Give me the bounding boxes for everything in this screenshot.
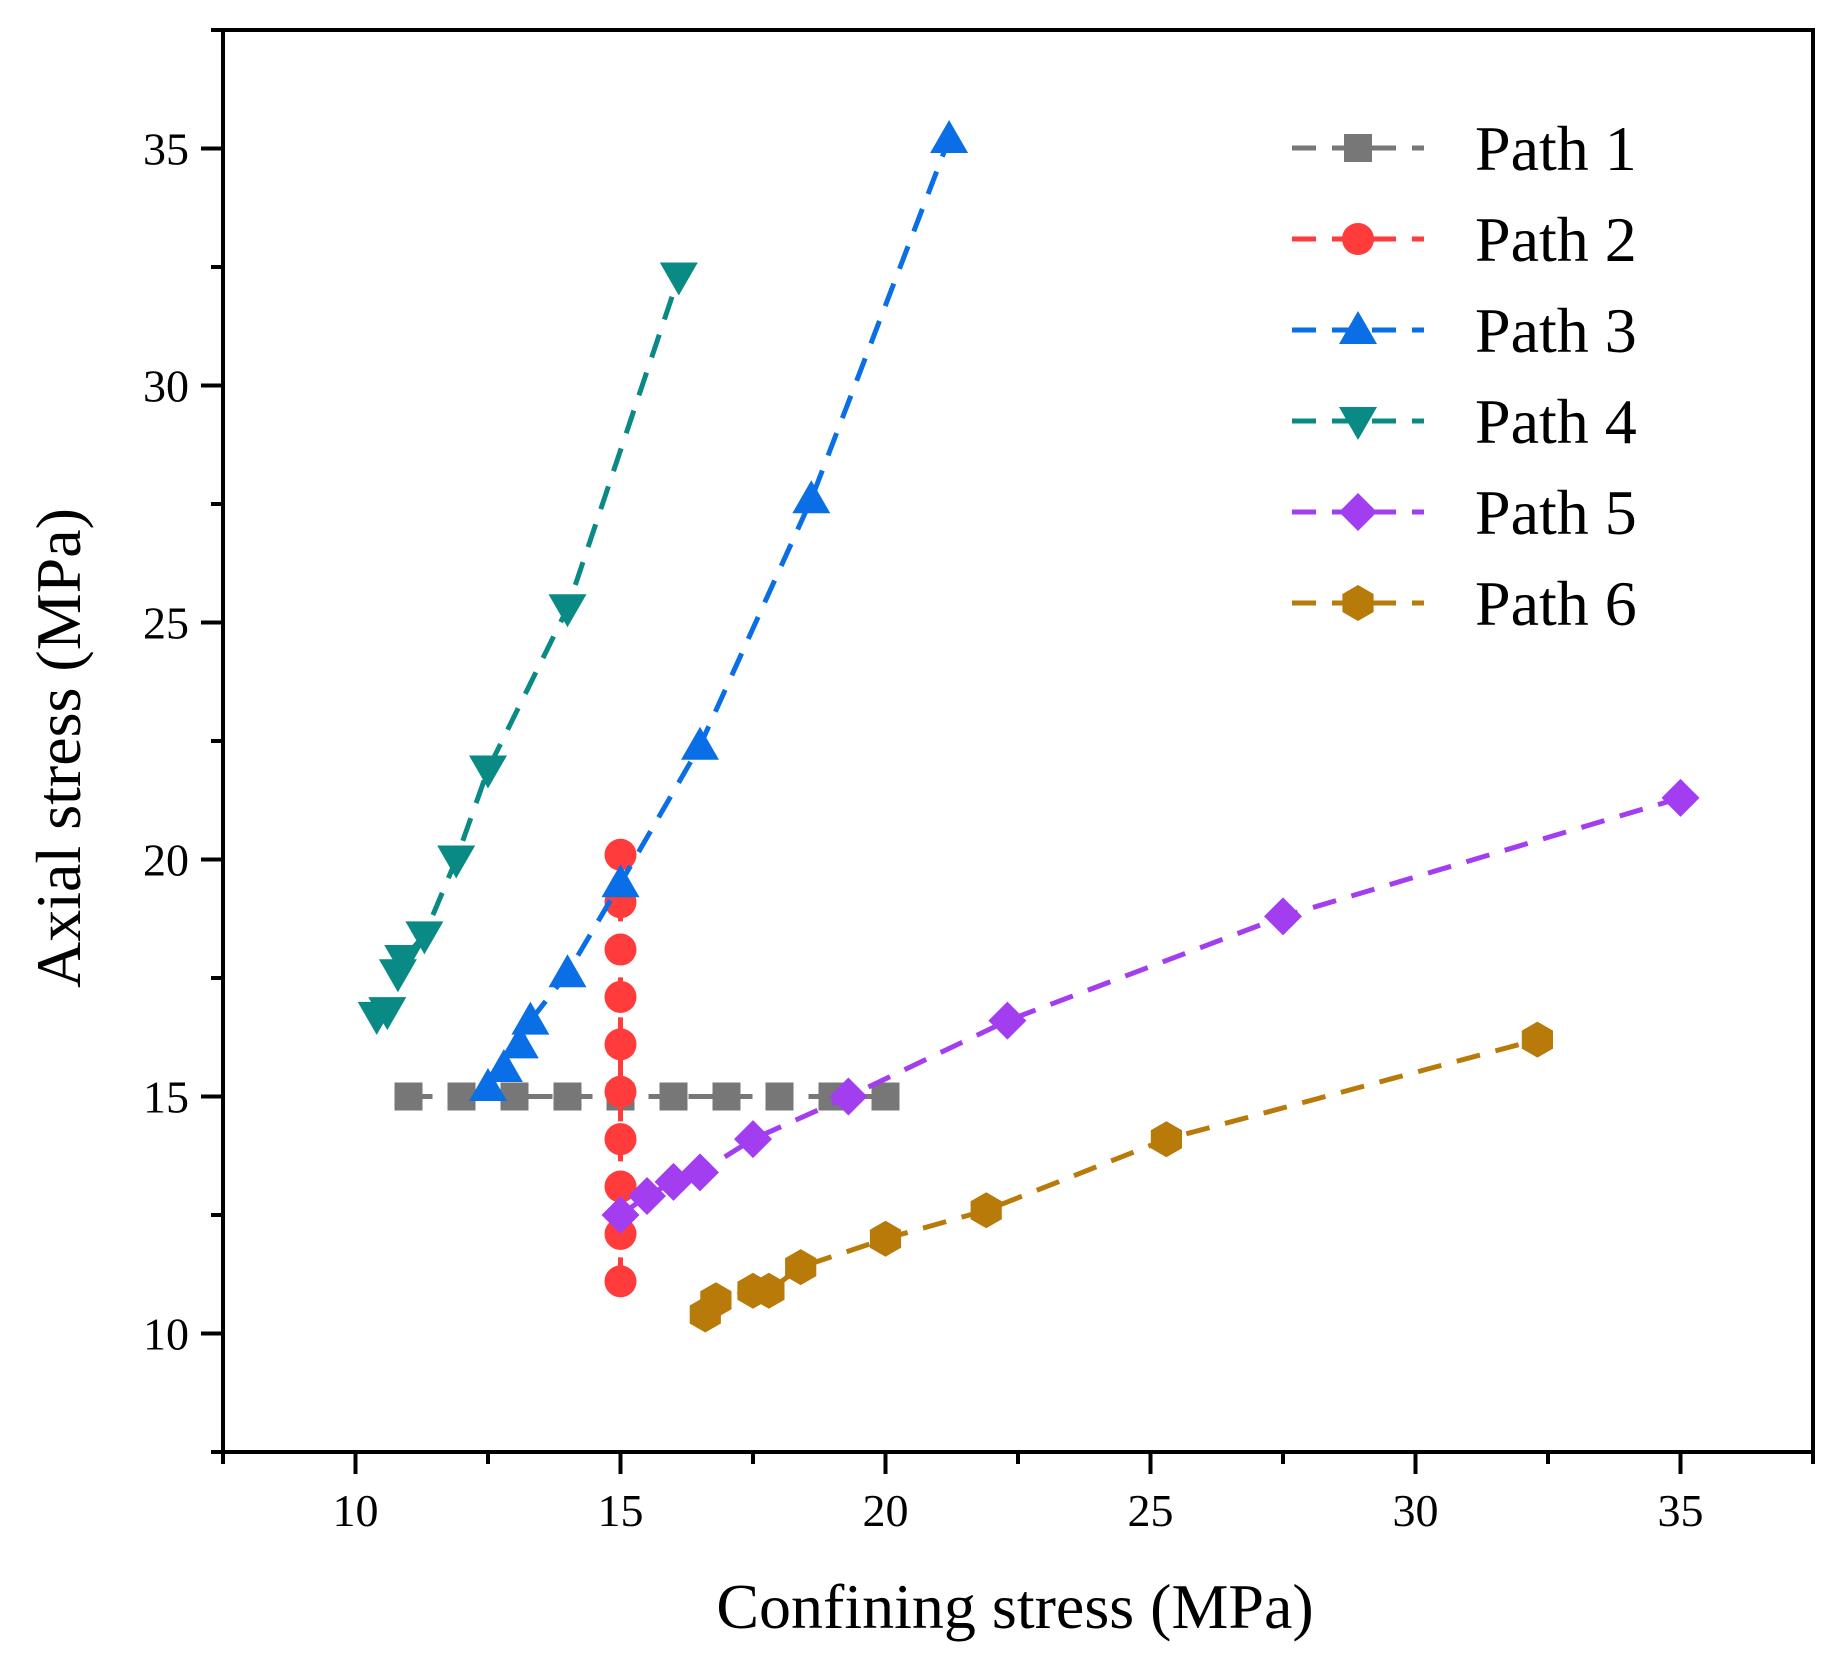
series-5 <box>601 778 1700 1234</box>
series-2-point <box>604 980 637 1013</box>
series-6-point <box>1150 1121 1182 1158</box>
series-4-point <box>548 594 587 628</box>
series-2 <box>604 838 637 1298</box>
series-6 <box>689 1021 1553 1333</box>
series-3 <box>469 120 969 1102</box>
x-tick-label: 30 <box>1393 1485 1439 1536</box>
legend-marker <box>1344 134 1372 162</box>
series-1-point <box>553 1082 582 1111</box>
series-2-point <box>604 1265 637 1298</box>
series-5-point <box>829 1077 868 1116</box>
y-axis-title: Axial stress (MPa) <box>23 508 94 988</box>
y-tick-label: 25 <box>143 598 189 649</box>
series-1-point <box>765 1082 794 1111</box>
legend: Path 1 Path 2 Path 3 Path 4 Path 5 Path 6 <box>1292 113 1637 639</box>
legend-marker <box>1339 311 1377 344</box>
y-tick-label: 15 <box>143 1072 189 1123</box>
series-6-point <box>700 1282 732 1319</box>
legend-marker <box>1342 585 1374 621</box>
legend-label: Path 4 <box>1475 386 1637 457</box>
series-3-point <box>469 1068 507 1102</box>
series-3-point <box>601 864 640 898</box>
legend-label: Path 1 <box>1475 113 1637 184</box>
legend-marker <box>1339 407 1377 440</box>
y-tick-label: 10 <box>143 1309 189 1360</box>
series-4-point <box>469 755 507 789</box>
series-2-point <box>604 1170 637 1203</box>
legend-marker <box>1339 493 1377 531</box>
y-tick-label: 35 <box>143 124 189 175</box>
series-5-point <box>681 1153 719 1192</box>
series-2-point <box>604 1028 637 1061</box>
y-tick-label: 20 <box>143 835 189 886</box>
series-3-point <box>548 954 587 988</box>
series-5-point <box>1661 778 1700 817</box>
series-3-point <box>792 480 831 514</box>
legend-item-3: Path 3 <box>1292 295 1637 366</box>
series-2-point <box>604 933 637 966</box>
series-4-point <box>437 845 476 879</box>
series-2-point <box>604 838 637 871</box>
series-5-point <box>1264 897 1302 936</box>
y-tick-label: 30 <box>143 361 189 412</box>
series-1-point <box>447 1082 476 1111</box>
series-1-point <box>712 1082 741 1111</box>
series-4-point <box>405 921 444 955</box>
series-6-point <box>785 1249 817 1286</box>
series-2-point <box>604 1123 637 1156</box>
legend-item-5: Path 5 <box>1292 477 1637 548</box>
series-5-point <box>988 1001 1027 1040</box>
series-3-point <box>484 1049 523 1083</box>
series-1-point <box>500 1082 529 1111</box>
series-6-point <box>753 1272 785 1309</box>
legend-label: Path 6 <box>1475 568 1637 639</box>
series-3-point <box>930 120 969 154</box>
series-layer <box>357 120 1700 1333</box>
series-2-point <box>604 1075 637 1108</box>
legend-label: Path 5 <box>1475 477 1637 548</box>
legend-label: Path 2 <box>1475 204 1637 275</box>
series-1-point <box>871 1082 900 1111</box>
series-4-point <box>384 945 423 979</box>
series-1-point <box>394 1082 423 1111</box>
legend-item-4: Path 4 <box>1292 386 1637 457</box>
series-6-point <box>869 1220 902 1257</box>
x-axis-title: Confining stress (MPa) <box>716 1571 1313 1642</box>
series-4 <box>357 262 698 1035</box>
x-tick-label: 35 <box>1658 1485 1704 1536</box>
legend-label: Path 3 <box>1475 295 1637 366</box>
series-4-point <box>368 997 407 1031</box>
x-tick-label: 10 <box>333 1485 379 1536</box>
series-6-point <box>970 1192 1002 1229</box>
x-tick-label: 20 <box>863 1485 909 1536</box>
legend-item-1: Path 1 <box>1292 113 1637 184</box>
axes-layer: 10 15 20 25 30 35 10 15 20 25 30 35 <box>143 28 1815 1536</box>
legend-marker <box>1342 223 1374 255</box>
legend-item-2: Path 2 <box>1292 204 1637 275</box>
series-5-point <box>734 1120 772 1159</box>
series-3-point <box>681 726 719 760</box>
series-5-point <box>628 1177 666 1216</box>
x-tick-label: 25 <box>1128 1485 1174 1536</box>
x-tick-label: 15 <box>598 1485 644 1536</box>
series-3-point <box>511 1001 550 1035</box>
series-6-point <box>1521 1021 1553 1058</box>
series-5-point <box>601 1196 640 1234</box>
series-4-point <box>659 262 698 296</box>
series-3-point <box>500 1025 539 1059</box>
series-1-point <box>659 1082 688 1111</box>
legend-item-6: Path 6 <box>1292 568 1637 639</box>
